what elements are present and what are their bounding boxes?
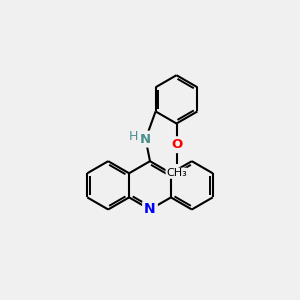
- Text: CH₃: CH₃: [166, 168, 187, 178]
- Text: N: N: [144, 202, 156, 217]
- Text: O: O: [171, 138, 182, 151]
- Text: N: N: [140, 133, 151, 146]
- Text: H: H: [128, 130, 138, 143]
